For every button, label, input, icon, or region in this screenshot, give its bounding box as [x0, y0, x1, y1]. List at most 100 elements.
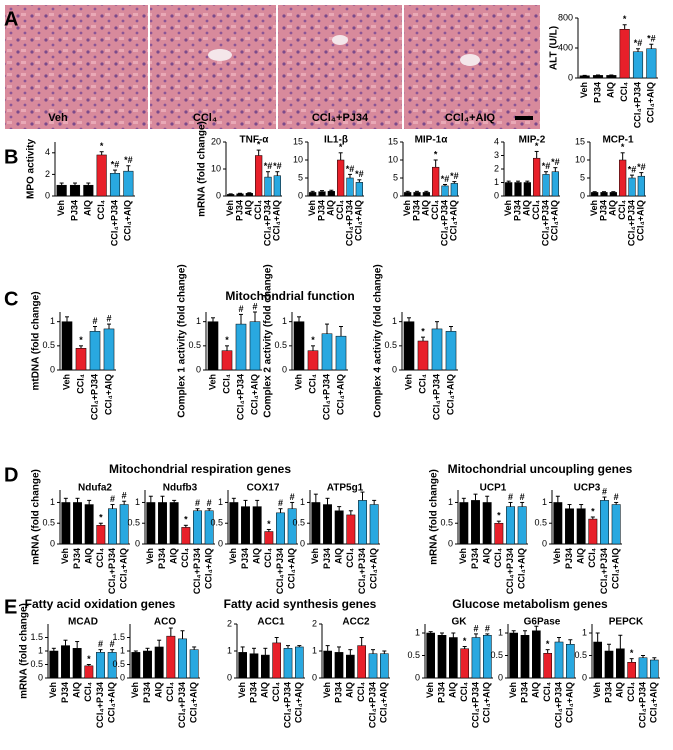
bar [84, 665, 94, 679]
x-tick-label: CCl₄ [345, 548, 355, 568]
bar [61, 645, 70, 679]
x-tick-label: Veh [508, 682, 518, 698]
chart-title: IL1-β [324, 135, 348, 146]
x-tick-label: CCl₄ [587, 548, 597, 568]
x-tick-label: PJ34 [592, 82, 602, 103]
x-tick-label: CCl₄+AIQ [354, 200, 364, 241]
bar [543, 653, 552, 679]
y-tick-label: 10 [388, 154, 398, 164]
chart-title: TNF-α [240, 135, 270, 146]
y-tick-label: 0.5 [112, 659, 125, 669]
x-tick-label: CCl₄+AIQ [649, 682, 659, 723]
bar [355, 182, 363, 197]
x-tick-label: CCl₄+AIQ [189, 682, 199, 723]
bar [249, 653, 259, 679]
section-heading: Fatty acid synthesis genes [224, 597, 377, 611]
vessel [332, 35, 348, 45]
x-tick-label: CCl₄ [180, 548, 190, 568]
bar [619, 159, 627, 197]
significance-label: # [195, 498, 200, 508]
x-tick-label: CCl₄ [493, 548, 503, 568]
y-axis-label: mtDNA (fold change) [31, 291, 42, 390]
chart-title: UCP3 [574, 483, 601, 494]
x-tick-label: AIQ [531, 682, 541, 698]
panel-label: C [4, 288, 18, 310]
bar [178, 638, 187, 679]
significance-label: # [602, 486, 607, 496]
bar [413, 192, 421, 197]
significance-label: # [473, 623, 478, 633]
x-tick-label: PJ34 [436, 682, 446, 703]
y-tick-label: 2 [494, 163, 499, 173]
bar [189, 649, 199, 679]
significance-label: *# [647, 34, 656, 44]
x-tick-label: CCl₄ [617, 200, 627, 220]
x-tick-label: CCl₄ [626, 682, 636, 702]
x-tick-label: AIQ [421, 200, 431, 216]
image-label: CCl₄ [193, 112, 217, 124]
y-tick-label: 1.5 [30, 632, 43, 642]
y-tick-label: 1 [196, 316, 201, 326]
y-tick-label: 0 [216, 190, 221, 200]
x-tick-label: CCl₄+PJ34 [107, 548, 117, 594]
chart-title: ATP5g1 [327, 483, 364, 494]
bar [616, 648, 625, 679]
bar [431, 328, 443, 371]
bar [346, 654, 355, 679]
bar [335, 335, 347, 371]
x-tick-label: CCl₄+AIQ [119, 548, 129, 589]
x-tick-label: CCl₄ [221, 374, 231, 394]
y-axis-label: Complex 4 activity (fold change) [373, 264, 384, 417]
bar [236, 193, 244, 197]
x-tick-label: CCl₄ [96, 200, 106, 220]
significance-label: # [122, 491, 127, 501]
x-tick-label: Veh [310, 548, 320, 564]
x-tick-label: CCl₄ [75, 374, 85, 394]
x-tick-label: Veh [48, 682, 58, 698]
x-tick-label: CCl₄+PJ34 [89, 374, 99, 420]
y-tick-label: 400 [558, 42, 573, 52]
bar [449, 637, 458, 679]
x-tick-label: AIQ [252, 548, 262, 564]
significance-label: # [110, 639, 115, 649]
x-tick-label: AIQ [260, 682, 270, 698]
y-tick-label: 1 [494, 177, 499, 187]
bar [579, 75, 590, 79]
x-tick-label: CCl₄+PJ34 [282, 682, 292, 728]
bar [96, 154, 107, 197]
bar [611, 504, 621, 545]
bar [619, 29, 630, 79]
chart-title: ACC1 [257, 617, 285, 628]
x-tick-label: AIQ [154, 682, 164, 698]
bar [89, 331, 101, 371]
significance-label: *# [264, 161, 273, 171]
bar [514, 182, 522, 197]
image-label: CCl₄+AIQ [445, 112, 496, 124]
x-tick-label: CCl₄+PJ34 [637, 682, 647, 728]
y-tick-label: 0 [415, 672, 420, 682]
x-tick-label: CCl₄+AIQ [123, 200, 133, 241]
significance-label: * [99, 513, 103, 523]
y-axis-label: mRNA (fold change) [19, 603, 30, 699]
x-tick-label: CCl₄+AIQ [565, 682, 575, 723]
significance-label: # [110, 494, 115, 504]
bar [593, 641, 602, 679]
bar [346, 177, 354, 197]
y-tick-label: 1 [38, 645, 43, 655]
x-tick-label: Veh [552, 548, 562, 564]
y-tick-label: 4 [494, 136, 499, 146]
x-tick-label: CCl₄ [307, 374, 317, 394]
significance-label: *# [273, 161, 282, 171]
bar [169, 502, 179, 545]
significance-label: # [485, 623, 490, 633]
bar [83, 184, 94, 197]
significance-label: * [591, 506, 595, 516]
x-tick-label: Veh [592, 682, 602, 698]
x-tick-label: Veh [60, 548, 70, 564]
x-tick-label: CCl₄+AIQ [204, 548, 214, 589]
x-tick-label: CCl₄+AIQ [636, 200, 646, 241]
y-tick-label: 0 [300, 538, 305, 548]
bar [252, 506, 262, 545]
bar [238, 652, 247, 679]
y-tick-label: 1 [282, 316, 287, 326]
